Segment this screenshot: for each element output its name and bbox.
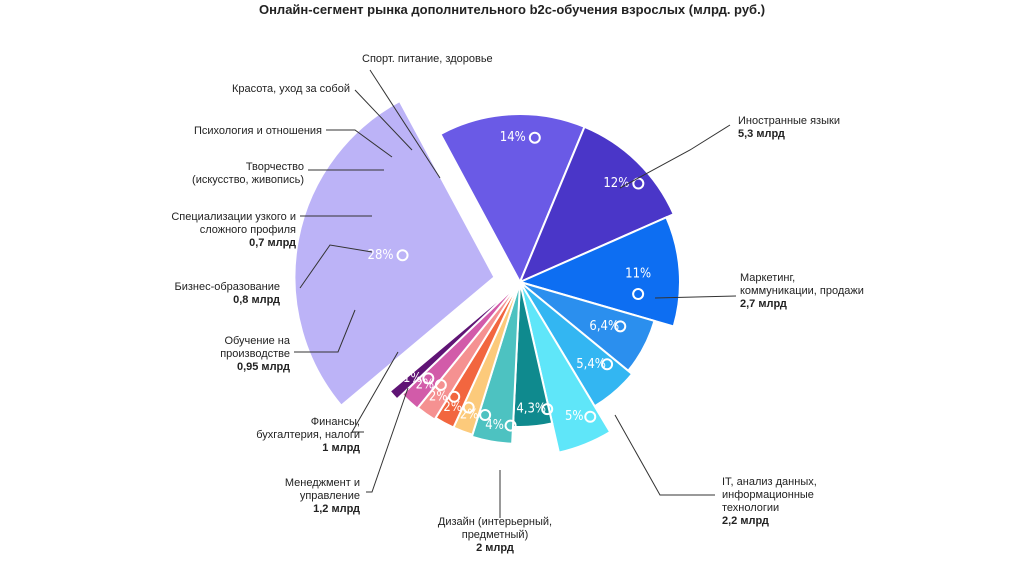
pie-slice xyxy=(518,125,675,284)
leader-line xyxy=(351,351,399,433)
pie-slice xyxy=(293,99,496,408)
category-amount: 2 млрд xyxy=(476,542,514,554)
leader-line xyxy=(614,414,715,496)
category-label: Иностранные языки xyxy=(738,115,840,127)
category-amount: 2,7 млрд xyxy=(740,298,787,310)
category-label: информационные xyxy=(722,489,814,501)
category-label: IT, анализ данных, xyxy=(722,476,817,488)
category-label: Финансы, xyxy=(311,416,360,428)
slice-percent-label: 14% xyxy=(500,130,526,145)
category-label: сложного профиля xyxy=(200,224,296,236)
category-amount: 0,7 млрд xyxy=(249,237,296,249)
pie-slice xyxy=(388,281,521,401)
leader-line xyxy=(326,129,393,158)
slice-marker-icon xyxy=(448,390,461,403)
category-label: Творчество xyxy=(246,161,304,173)
slice-percent-label: 28% xyxy=(368,248,394,263)
category-label: Психология и отношения xyxy=(194,125,322,137)
leader-line xyxy=(366,387,409,493)
category-label: коммуникации, продажи xyxy=(740,285,864,297)
slice-percent-label: 11% xyxy=(625,267,651,282)
slice-marker-icon xyxy=(528,131,541,144)
category-label: управление xyxy=(300,490,360,502)
leader-line xyxy=(294,309,356,353)
slice-marker-icon xyxy=(462,401,475,414)
slice-percent-label: 5,4% xyxy=(576,357,606,372)
category-label: Менеджмент и xyxy=(285,477,360,489)
category-label: (искусство, живопись) xyxy=(192,174,304,186)
category-amount: 5,3 млрд xyxy=(738,128,785,140)
slice-percent-label: 5% xyxy=(565,409,584,424)
category-amount: 0,8 млрд xyxy=(233,294,280,306)
category-label: Дизайн (интерьерный, xyxy=(438,516,552,528)
slice-percent-label: 1% xyxy=(403,371,422,386)
slice-marker-icon xyxy=(504,419,517,432)
pie-slice xyxy=(519,281,612,454)
slice-marker-icon xyxy=(614,320,627,333)
slice-percent-label: 6,4% xyxy=(589,319,619,334)
category-label: Обучение на xyxy=(224,335,290,347)
slice-marker-icon xyxy=(479,408,492,421)
category-label: Специализации узкого и xyxy=(171,211,296,223)
slice-marker-icon xyxy=(541,403,554,416)
slice-percent-label: 4,3% xyxy=(516,402,546,417)
category-amount: 1 млрд xyxy=(322,442,360,454)
category-amount: 0,95 млрд xyxy=(237,361,290,373)
category-label: Бизнес-образование xyxy=(174,281,280,293)
slice-percent-label: 2% xyxy=(429,389,448,404)
category-label: предметный) xyxy=(462,529,529,541)
leader-line xyxy=(369,69,441,179)
category-label: производстве xyxy=(220,348,290,360)
leader-line xyxy=(354,89,413,151)
slice-marker-icon xyxy=(396,249,409,262)
category-label: бухгалтерия, налоги xyxy=(256,429,360,441)
category-amount: 2,2 млрд xyxy=(722,515,769,527)
slice-marker-icon xyxy=(422,372,435,385)
leader-line xyxy=(619,124,731,189)
chart-title: Онлайн-сегмент рынка дополнительного b2c… xyxy=(258,2,766,17)
leader-line xyxy=(654,295,737,299)
category-label: Красота, уход за собой xyxy=(232,83,350,95)
pie-slice xyxy=(439,113,586,285)
category-label: Маркетинг, xyxy=(740,272,795,284)
slice-percent-label: 2% xyxy=(416,377,435,392)
slice-marker-icon xyxy=(601,358,614,371)
leader-line xyxy=(299,244,373,289)
category-amount: 1,2 млрд xyxy=(313,503,360,515)
category-label: Спорт. питание, здоровье xyxy=(362,53,493,65)
slice-percent-label: 2% xyxy=(443,400,462,415)
slice-percent-label: 12% xyxy=(603,176,629,191)
category-label: технологии xyxy=(722,502,779,514)
slice-marker-icon xyxy=(632,288,645,301)
slice-percent-label: 4% xyxy=(485,418,504,433)
slice-marker-icon xyxy=(584,410,597,423)
slice-marker-icon xyxy=(434,378,447,391)
